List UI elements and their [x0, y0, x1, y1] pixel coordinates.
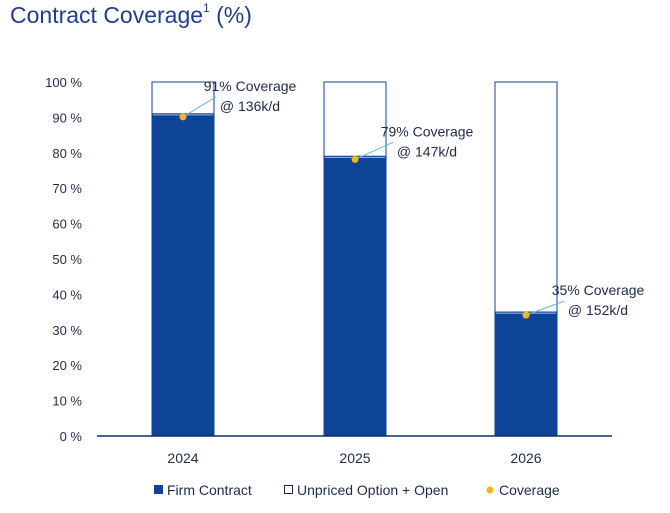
y-tick-label: 50 % — [52, 252, 82, 267]
coverage-leader-line — [525, 300, 565, 316]
y-tick-label: 0 % — [60, 429, 83, 444]
y-tick-label: 40 % — [52, 287, 82, 302]
coverage-leader-line — [354, 141, 394, 160]
legend-label: Coverage — [499, 482, 560, 498]
coverage-point — [179, 113, 187, 121]
coverage-label-line1: 91% Coverage — [204, 78, 297, 94]
bar-open-2024 — [151, 81, 215, 115]
bar-firm-2025 — [323, 155, 387, 437]
y-tick-label: 80 % — [52, 146, 82, 161]
y-tick-label: 90 % — [52, 110, 82, 125]
coverage-label-line2: @ 147k/d — [397, 143, 457, 159]
y-tick-label: 60 % — [52, 217, 82, 232]
x-tick-label: 2025 — [339, 450, 370, 466]
coverage-point — [351, 155, 359, 163]
y-tick-label: 70 % — [52, 181, 82, 196]
chart-title-text: Contract Coverage — [10, 2, 204, 28]
x-tick-label: 2026 — [510, 450, 541, 466]
bar-firm-2026 — [494, 311, 558, 437]
coverage-label-line2: @ 136k/d — [220, 98, 280, 114]
coverage-leader-line — [182, 96, 217, 118]
y-tick-label: 20 % — [52, 358, 82, 373]
x-tick-label: 2024 — [167, 450, 198, 466]
bar-firm-2024 — [151, 113, 215, 437]
legend-label: Unpriced Option + Open — [297, 482, 448, 498]
legend-label: Firm Contract — [167, 482, 252, 498]
coverage-point — [522, 311, 530, 319]
footnote-marker: 1 — [203, 1, 210, 16]
coverage-label-line2: @ 152k/d — [568, 302, 628, 318]
y-tick-label: 100 % — [45, 75, 82, 90]
coverage-label-line1: 79% Coverage — [381, 123, 474, 139]
legend-swatch-coverage — [486, 486, 494, 494]
y-tick-label: 10 % — [52, 394, 82, 409]
legend-swatch-firm — [154, 485, 163, 494]
chart-title-unit: (%) — [209, 2, 252, 28]
coverage-label-line1: 35% Coverage — [552, 282, 645, 298]
y-tick-label: 30 % — [52, 323, 82, 338]
chart-title: Contract Coverage1 (%) — [10, 1, 252, 29]
bar-open-2025 — [323, 81, 387, 157]
bar-open-2026 — [494, 81, 558, 313]
legend-swatch-open — [284, 485, 293, 494]
